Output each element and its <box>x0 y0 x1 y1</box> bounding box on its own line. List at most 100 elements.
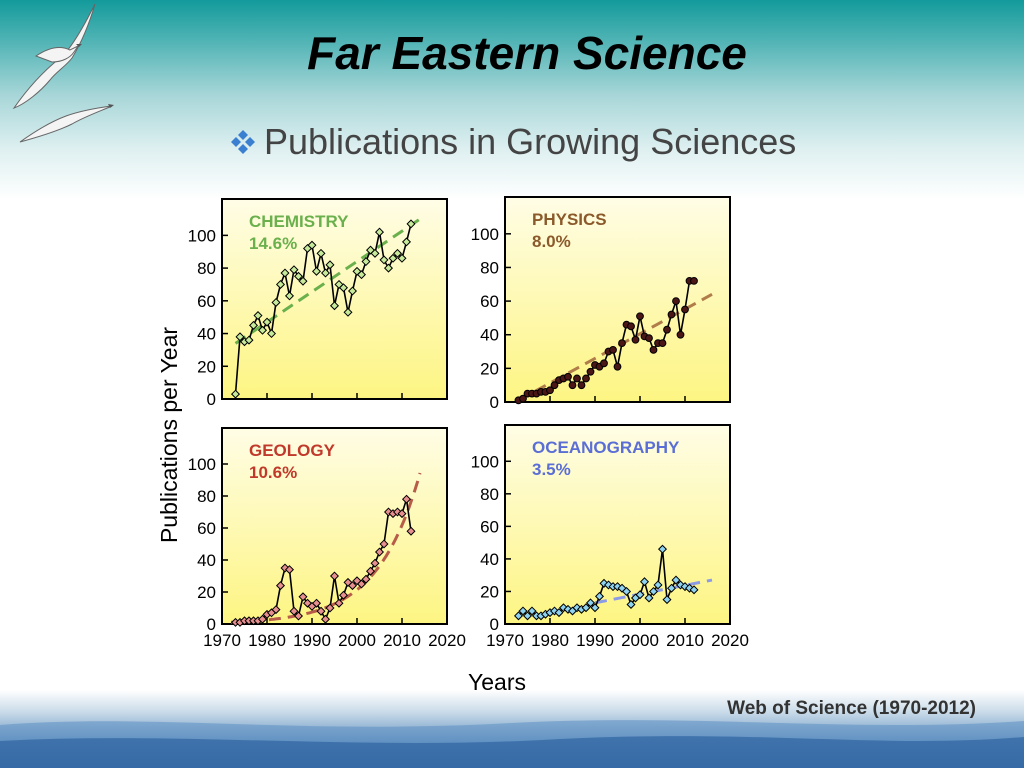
y-tick-label: 40 <box>480 550 499 569</box>
data-point <box>334 598 344 608</box>
y-tick-label: 80 <box>197 487 216 506</box>
data-point <box>289 265 299 275</box>
data-point <box>626 599 636 609</box>
y-tick-label: 80 <box>480 258 499 277</box>
data-point <box>609 345 617 354</box>
data-point <box>347 286 358 296</box>
data-point <box>365 566 376 576</box>
data-point <box>644 593 654 603</box>
data-point <box>600 359 608 368</box>
data-point <box>356 270 367 280</box>
data-point <box>546 386 554 395</box>
source-note: Web of Science (1970-2012) <box>727 698 976 719</box>
data-point <box>671 575 681 585</box>
data-point <box>563 604 573 614</box>
y-tick-label: 80 <box>480 485 499 504</box>
y-tick-label: 100 <box>471 225 499 244</box>
data-point <box>392 248 403 258</box>
data-point <box>663 325 671 334</box>
physics-growth-rate: 8.0% <box>532 232 571 251</box>
geology-series-line <box>235 498 412 624</box>
x-tick-label: 1990 <box>293 631 331 650</box>
y-tick-label: 0 <box>207 390 216 409</box>
geology-growth-rate: 10.6% <box>249 463 297 482</box>
chemistry-growth-rate: 14.6% <box>249 234 297 253</box>
x-tick-label: 2000 <box>621 631 659 650</box>
data-point <box>361 257 371 267</box>
data-point <box>347 581 358 591</box>
data-point <box>658 339 667 348</box>
data-point <box>383 263 394 273</box>
data-point <box>568 381 577 390</box>
data-point <box>649 345 658 354</box>
slide-title: Far Eastern Science <box>307 27 747 79</box>
data-point <box>370 558 380 568</box>
data-point <box>585 598 596 608</box>
seagull-icon <box>12 3 114 143</box>
data-point <box>612 582 623 592</box>
data-point <box>271 605 281 615</box>
geology-title: GEOLOGY <box>249 441 336 460</box>
data-point <box>257 614 268 624</box>
data-point <box>253 311 263 321</box>
data-point <box>334 279 344 289</box>
x-tick-label: 2000 <box>338 631 376 650</box>
data-point <box>657 544 668 554</box>
bullet-item: Publications in Growing Sciences <box>228 120 796 164</box>
data-point <box>298 592 308 602</box>
data-point <box>573 374 581 383</box>
data-point <box>361 574 371 584</box>
data-point <box>401 494 412 504</box>
physics-title: PHYSICS <box>532 210 607 229</box>
x-tick-label: 2020 <box>428 631 466 650</box>
y-tick-label: 20 <box>197 583 216 602</box>
data-point <box>262 317 272 327</box>
data-point <box>618 339 626 348</box>
data-point <box>527 606 537 616</box>
data-point <box>636 312 644 321</box>
data-point <box>235 332 245 342</box>
x-tick-label: 1980 <box>248 631 286 650</box>
data-point <box>298 276 308 286</box>
data-point <box>627 322 635 331</box>
oceanography-growth-rate: 3.5% <box>532 460 571 479</box>
y-tick-label: 60 <box>480 517 499 536</box>
data-point <box>522 611 533 621</box>
chemistry-panel: 0 20 40 60 80 100 CHEMISTRY 14.6% <box>188 198 448 409</box>
data-point <box>379 539 389 549</box>
data-point <box>275 581 286 591</box>
data-point <box>248 320 259 330</box>
data-point <box>401 237 412 247</box>
data-point <box>244 335 254 345</box>
data-point <box>676 330 685 339</box>
data-point <box>590 603 600 613</box>
data-point <box>518 606 528 616</box>
chemistry-series-line <box>234 223 412 395</box>
x-tick-label: 1970 <box>486 631 524 650</box>
geology-panel: 0 20 40 60 80 100 1970 1980 1990 2000 2010 2020 GEOL… <box>188 427 466 650</box>
y-tick-label: 60 <box>480 292 499 311</box>
data-point <box>680 582 690 592</box>
data-point <box>338 283 349 293</box>
data-point <box>374 227 385 237</box>
data-point <box>594 591 605 601</box>
geology-trend-line <box>230 472 422 624</box>
data-point <box>577 381 586 390</box>
x-tick-label: 1980 <box>531 631 569 650</box>
data-point <box>581 603 591 613</box>
y-tick-label: 20 <box>480 359 499 378</box>
y-tick-label: 40 <box>197 551 216 570</box>
data-point <box>613 362 622 371</box>
data-point <box>564 372 572 381</box>
x-axis-title: Years <box>468 669 526 695</box>
y-tick-label: 100 <box>471 452 499 471</box>
data-point <box>582 374 590 383</box>
data-point <box>554 608 564 618</box>
y-tick-label: 60 <box>197 519 216 538</box>
data-point <box>388 253 398 263</box>
data-point <box>639 577 650 587</box>
data-point <box>645 334 653 342</box>
data-point <box>356 579 367 589</box>
y-tick-label: 100 <box>188 226 216 245</box>
chemistry-title: CHEMISTRY <box>249 212 349 231</box>
